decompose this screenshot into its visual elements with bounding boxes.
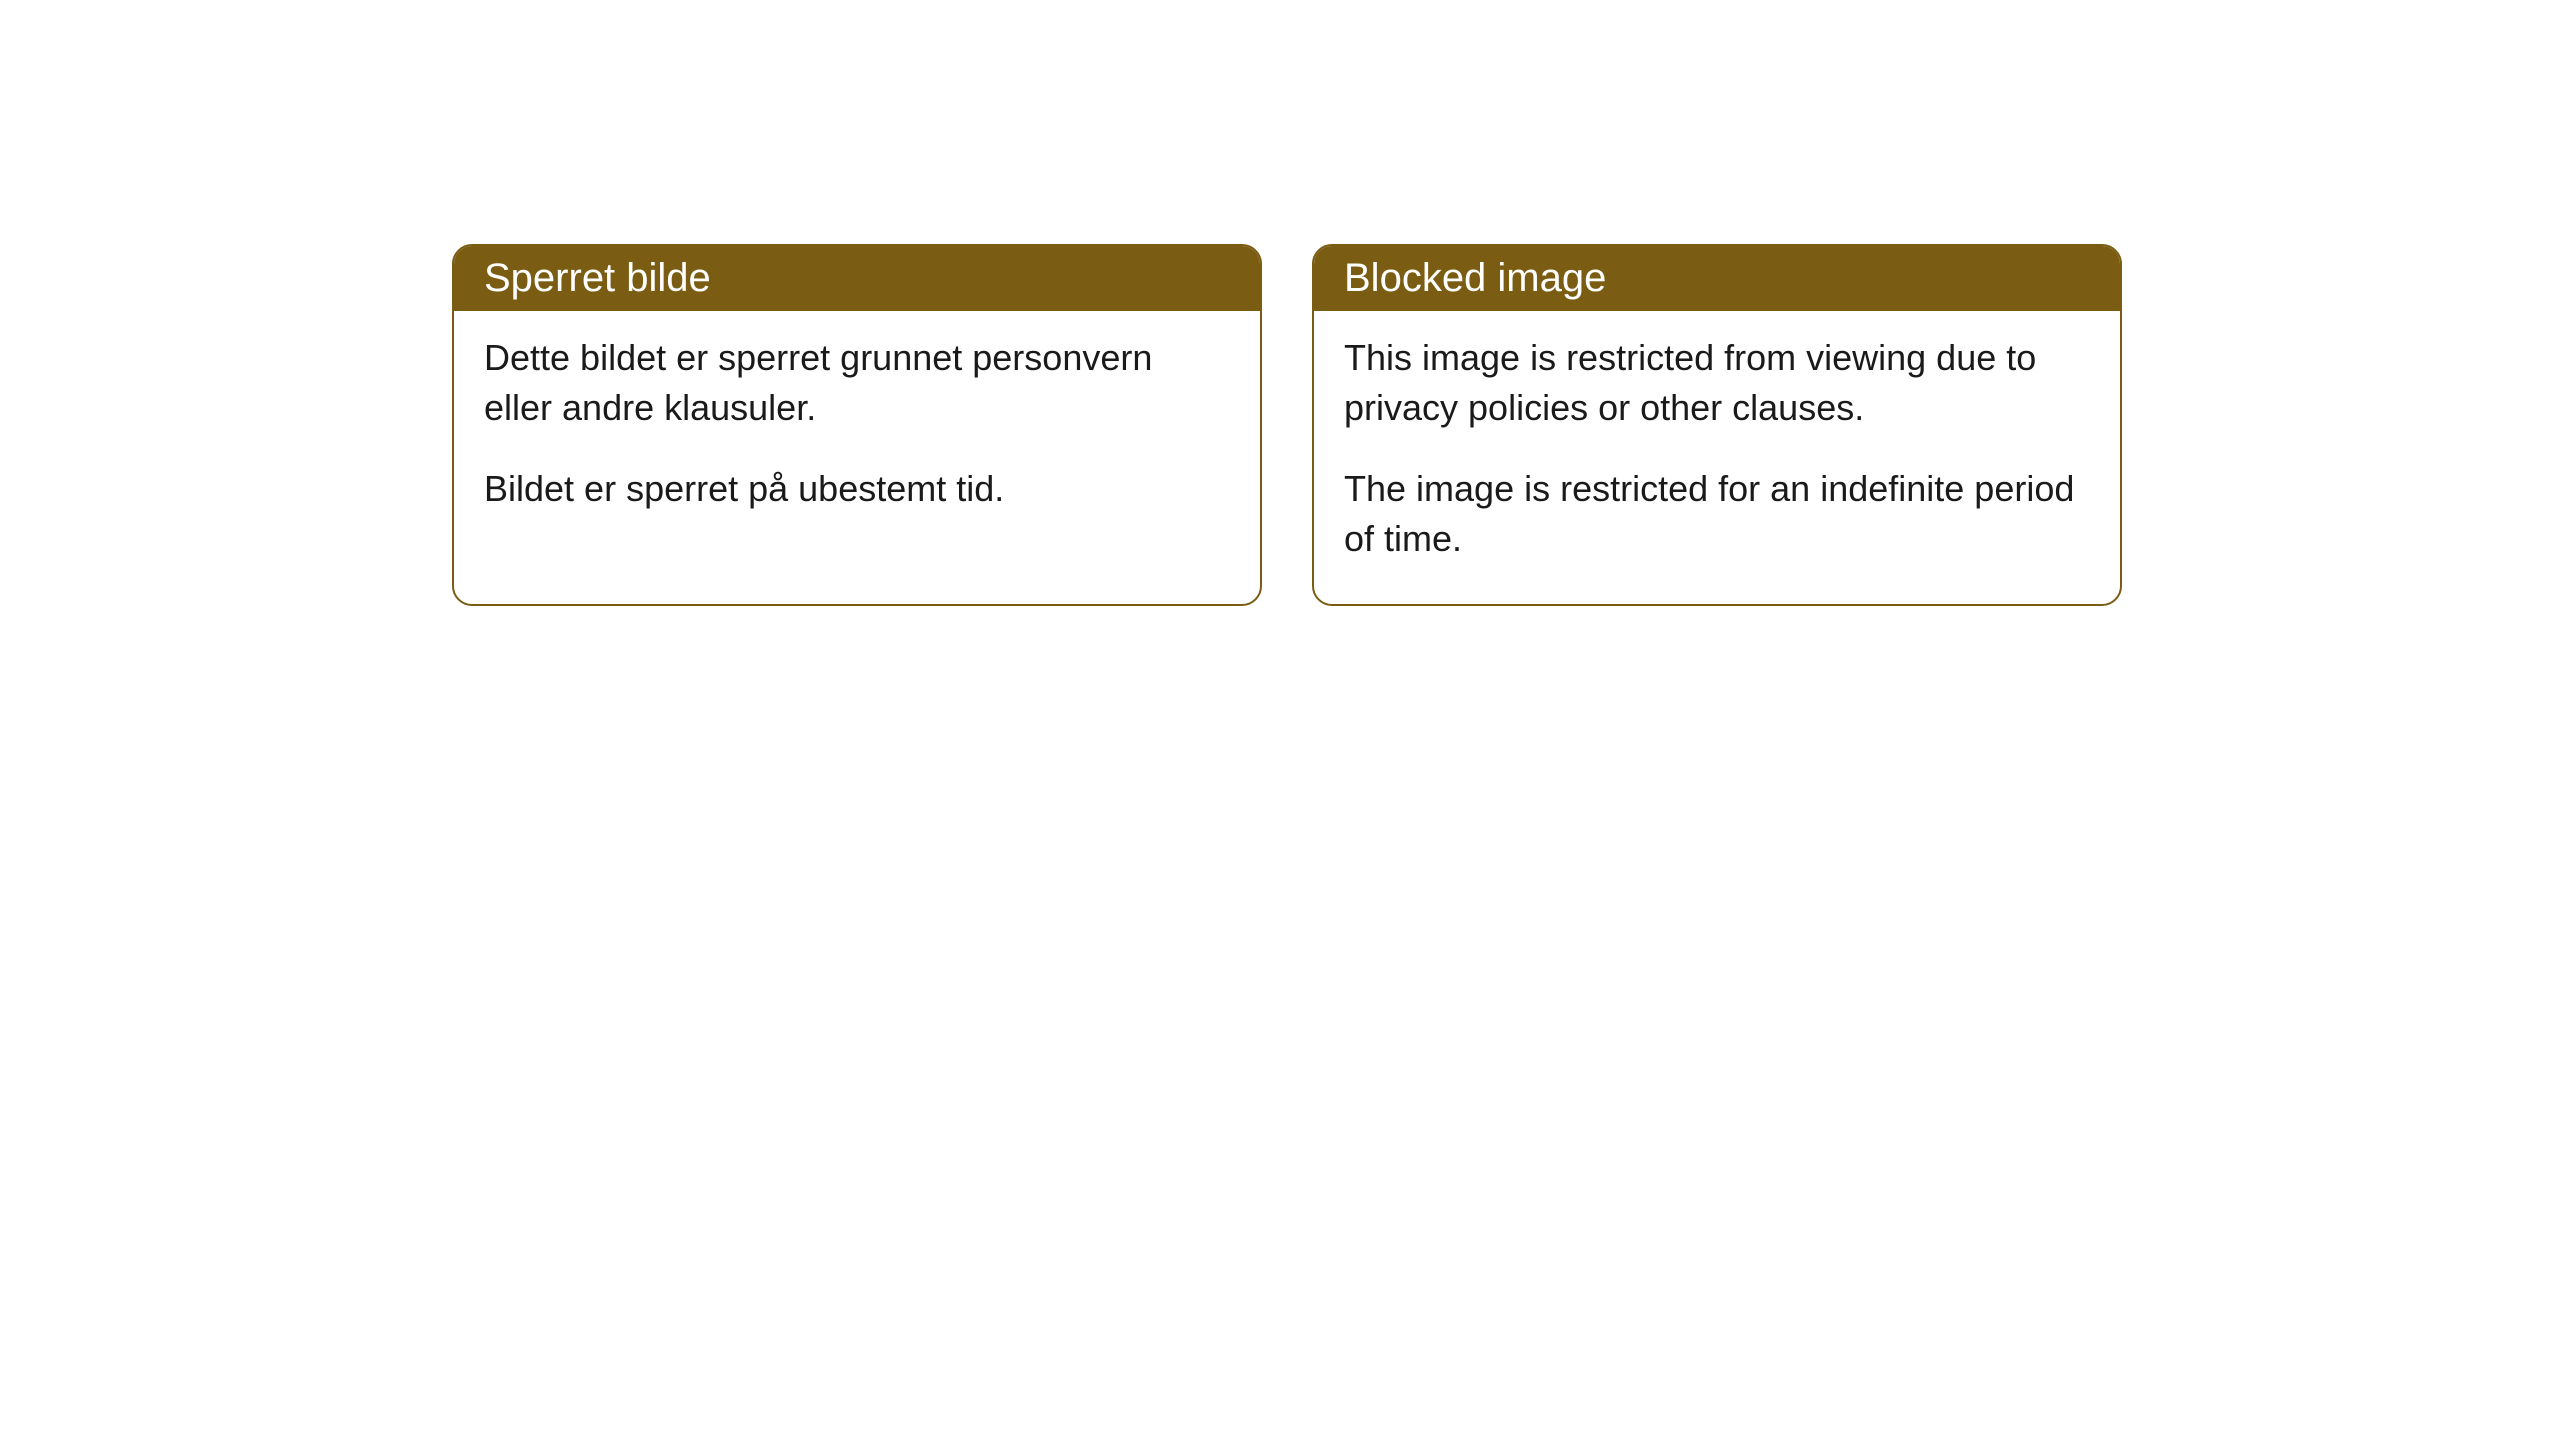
card-body-en: This image is restricted from viewing du… xyxy=(1314,311,2120,604)
blocked-image-card-no: Sperret bilde Dette bildet er sperret gr… xyxy=(452,244,1262,606)
notice-cards-container: Sperret bilde Dette bildet er sperret gr… xyxy=(0,0,2560,606)
card-text-no-1: Dette bildet er sperret grunnet personve… xyxy=(484,333,1230,432)
card-header-no: Sperret bilde xyxy=(454,246,1260,311)
card-text-en-2: The image is restricted for an indefinit… xyxy=(1344,464,2090,563)
blocked-image-card-en: Blocked image This image is restricted f… xyxy=(1312,244,2122,606)
card-body-no: Dette bildet er sperret grunnet personve… xyxy=(454,311,1260,554)
card-text-en-1: This image is restricted from viewing du… xyxy=(1344,333,2090,432)
card-text-no-2: Bildet er sperret på ubestemt tid. xyxy=(484,464,1230,514)
card-header-en: Blocked image xyxy=(1314,246,2120,311)
